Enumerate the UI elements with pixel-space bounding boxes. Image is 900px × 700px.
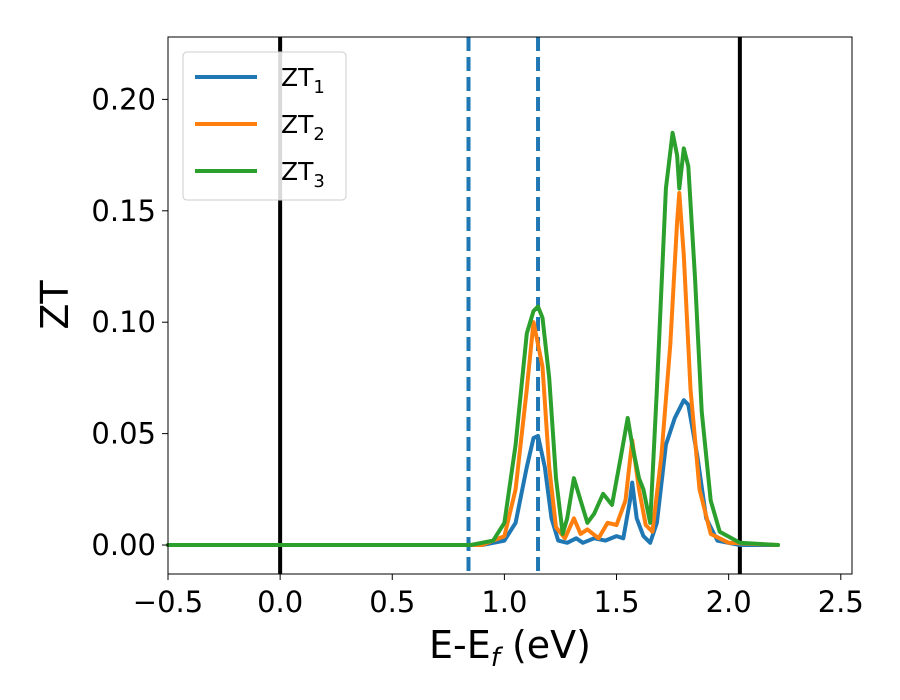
series-line-1 bbox=[166, 398, 780, 547]
x-axis-label-tail: (eV) bbox=[500, 623, 591, 667]
x-tick-label: −0.5 bbox=[133, 585, 203, 619]
x-tick-label: 2.0 bbox=[706, 585, 752, 619]
y-axis-ticks: 0.00 0.05 0.10 0.15 0.20 bbox=[91, 82, 168, 562]
y-axis-label: ZT bbox=[33, 280, 77, 330]
series-layer bbox=[166, 130, 780, 547]
legend: ZT1 ZT2 ZT3 bbox=[182, 51, 347, 201]
x-axis-label-main: E-E bbox=[429, 623, 491, 667]
series-line-2 bbox=[166, 191, 780, 547]
legend-label-3: ZT3 bbox=[281, 157, 325, 192]
y-tick-label: 0.10 bbox=[91, 305, 156, 339]
y-tick-label: 0.15 bbox=[91, 194, 156, 228]
x-tick-label: 2.5 bbox=[818, 585, 864, 619]
x-tick-label: 0.0 bbox=[257, 585, 303, 619]
x-axis-label: E-Ef (eV) bbox=[429, 623, 591, 673]
x-tick-label: 1.0 bbox=[481, 585, 527, 619]
y-tick-label: 0.05 bbox=[91, 417, 156, 451]
plot-frame bbox=[167, 36, 853, 575]
legend-label-1: ZT1 bbox=[281, 63, 325, 98]
y-tick-label: 0.20 bbox=[91, 82, 156, 116]
legend-box bbox=[182, 51, 347, 201]
legend-label-2: ZT2 bbox=[281, 110, 325, 145]
series-line-3 bbox=[166, 130, 780, 547]
x-tick-label: 1.5 bbox=[593, 585, 639, 619]
x-tick-label: 0.5 bbox=[369, 585, 415, 619]
y-tick-label: 0.00 bbox=[91, 528, 156, 562]
x-axis-ticks: −0.5 0.0 0.5 1.0 1.5 2.0 2.5 bbox=[133, 574, 864, 619]
